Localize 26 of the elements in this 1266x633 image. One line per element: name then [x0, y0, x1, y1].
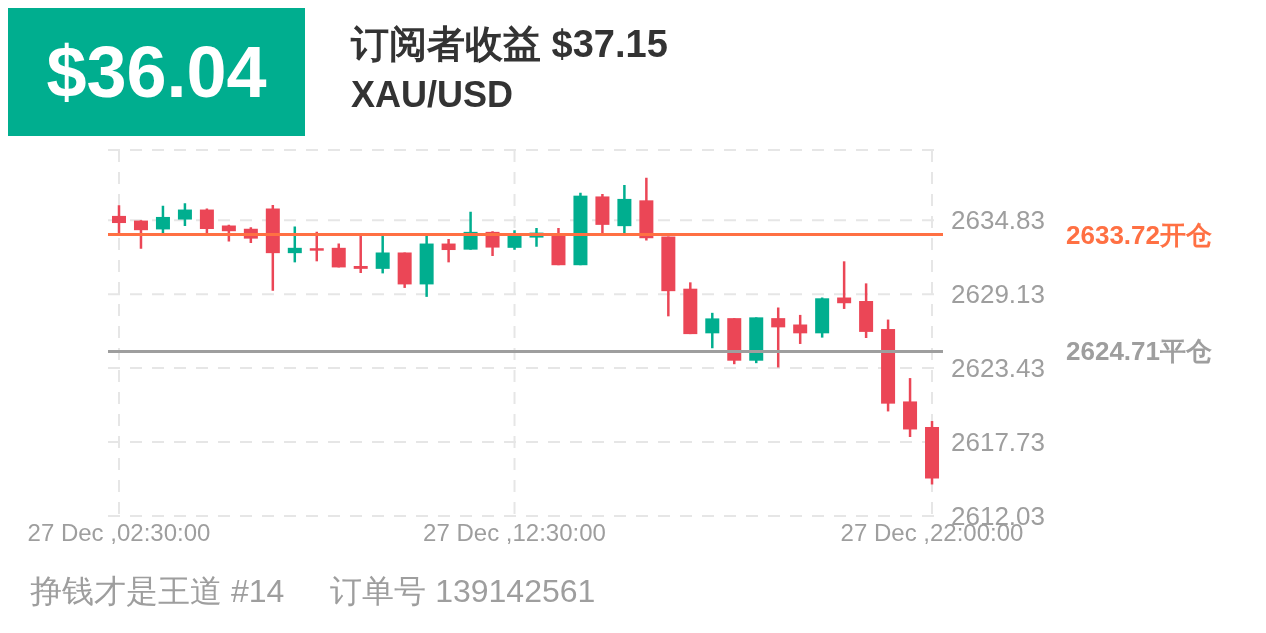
- candlestick: [155, 204, 170, 235]
- y-tick-label: 2623.43: [951, 353, 1045, 384]
- chart-title: 订阅者收益 $37.15: [351, 22, 668, 67]
- candlestick: [133, 218, 148, 251]
- candlestick: [199, 207, 214, 236]
- x-tick-label: 27 Dec ,02:30:00: [27, 519, 211, 547]
- candlestick: [507, 228, 522, 251]
- chart-subtitle: XAU/USD: [351, 73, 515, 117]
- candlestick: [309, 230, 324, 263]
- x-tick-label: 27 Dec ,12:30:00: [423, 519, 606, 547]
- candlestick: [375, 234, 390, 275]
- candlestick: [177, 201, 192, 228]
- candlestick: [771, 306, 786, 369]
- ref-line-label: 2624.71平仓: [1066, 336, 1212, 367]
- text: $36.04: [8, 8, 305, 136]
- text: 订单号 139142561: [330, 573, 596, 609]
- y-tick-label: 2617.73: [951, 427, 1045, 458]
- candlestick: [441, 237, 456, 264]
- candlestick: [112, 204, 126, 236]
- candlestick: [705, 311, 720, 350]
- candlestick: [793, 313, 808, 346]
- text: 挣钱才是王道 #14: [30, 573, 285, 609]
- y-tick-label: 2629.13: [951, 279, 1045, 310]
- y-tick-label: 2634.83: [951, 205, 1045, 236]
- ref-line-label: 2633.72开仓: [1066, 219, 1212, 250]
- candlestick: [287, 225, 302, 264]
